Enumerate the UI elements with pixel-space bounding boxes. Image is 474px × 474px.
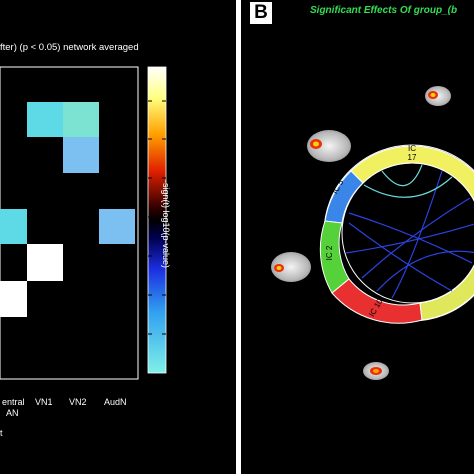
brain-thumbnail xyxy=(307,130,351,162)
panel-b xyxy=(241,0,474,474)
ring-label-ic17-b: 17 xyxy=(408,153,417,162)
heatmap-cell xyxy=(0,209,27,244)
brain-thumbnail xyxy=(363,362,389,380)
x-tick-label: AN xyxy=(6,408,19,418)
brain-thumbnail xyxy=(425,86,451,106)
colorbar-label: -sign(t) log10(p-value) xyxy=(161,180,171,269)
connections xyxy=(345,170,474,299)
x-tick-label: AudN xyxy=(104,397,127,407)
heatmap-cell xyxy=(27,102,63,137)
x-axis-footer: t xyxy=(0,428,3,438)
heatmap-frame xyxy=(0,66,139,380)
connection-cyan xyxy=(381,164,423,187)
colorbar xyxy=(147,66,167,374)
brain-thumbnail xyxy=(271,252,311,282)
x-tick-label: VN2 xyxy=(69,397,87,407)
heatmap-cell xyxy=(99,209,135,244)
ring-label-ic17-a: IC xyxy=(408,144,416,153)
heatmap-cell xyxy=(63,137,99,173)
heatmap-cell xyxy=(63,102,99,137)
connectogram-title: Significant Effects Of group_(b xyxy=(310,5,458,16)
heatmap-cell xyxy=(27,244,63,281)
connectogram: IC 17 IC 5 IC 2 IC 10 xyxy=(319,144,474,324)
ring-segment-yellow-2 xyxy=(419,264,474,321)
connection-cyan xyxy=(363,176,453,198)
panel-letter: B xyxy=(250,2,272,24)
heatmap-title: fter) (p < 0.05) network averaged xyxy=(0,42,139,53)
ring-label-ic2: IC 2 xyxy=(325,245,334,260)
ring-segment-red xyxy=(331,278,423,324)
ring-segment-green xyxy=(319,220,350,294)
colorbar-ticks xyxy=(148,100,166,335)
x-tick-label: entral xyxy=(2,397,25,407)
heatmap-cell xyxy=(0,281,27,317)
x-tick-label: VN1 xyxy=(35,397,53,407)
